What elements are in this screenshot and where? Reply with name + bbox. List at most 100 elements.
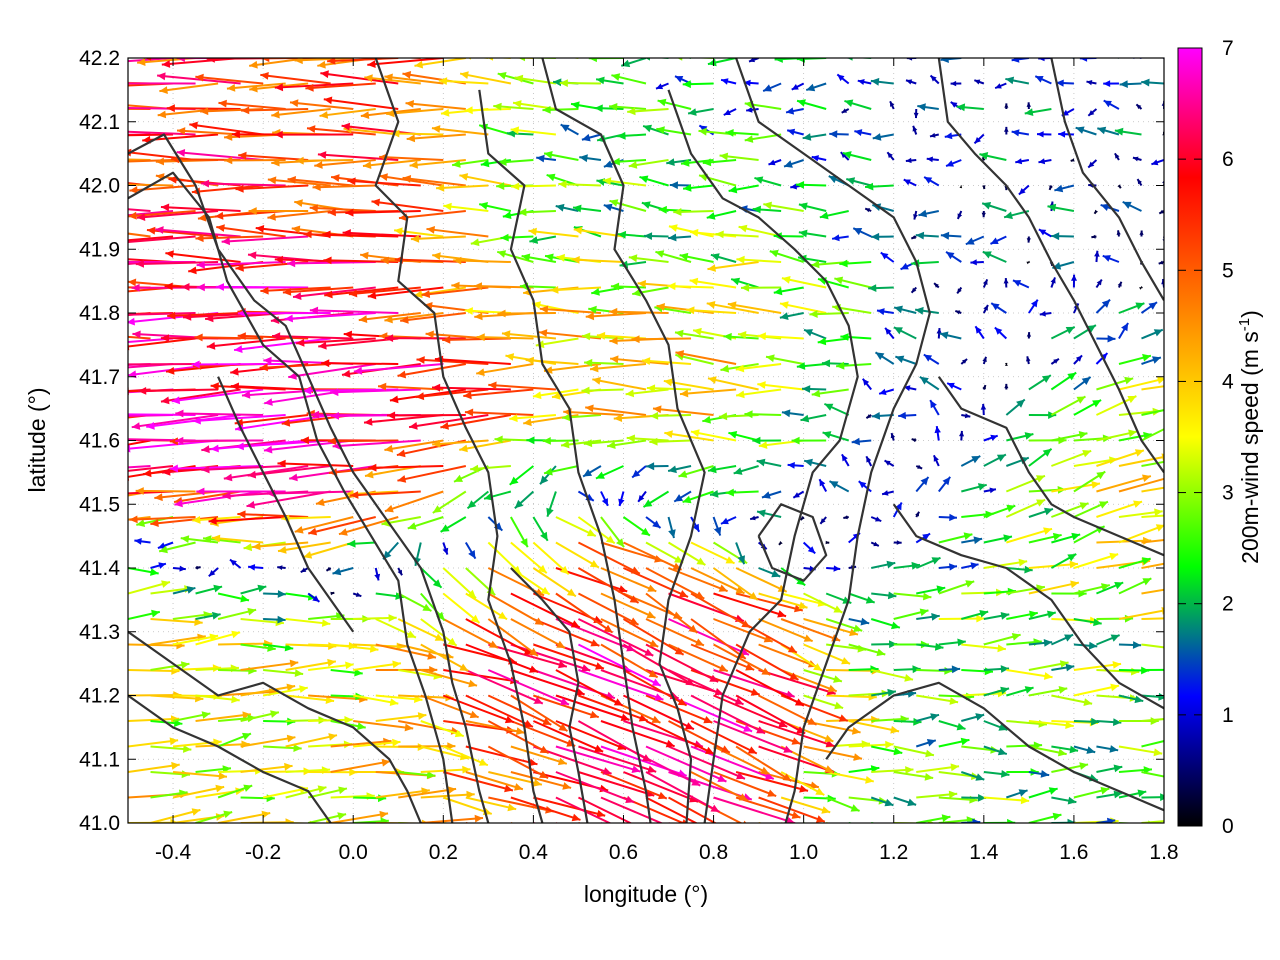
wind-vector	[375, 789, 430, 799]
wind-vector-head	[405, 100, 414, 108]
wind-vector-head	[1003, 50, 1008, 55]
wind-vector-head	[1107, 817, 1116, 823]
wind-vector-head	[591, 288, 600, 296]
wind-vector-head	[1161, 279, 1164, 285]
wind-vector	[713, 643, 771, 676]
wind-vector-head	[609, 336, 618, 345]
wind-vector-head	[679, 590, 688, 598]
wind-vector-head	[476, 368, 485, 377]
wind-vector-head	[45, 187, 53, 195]
wind-vector	[533, 618, 600, 647]
wind-vector	[176, 129, 241, 136]
wind-vector-head	[1161, 607, 1164, 615]
wind-vector-head	[930, 713, 939, 721]
wind-vector	[267, 210, 331, 219]
wind-vector-head	[651, 715, 661, 723]
y-tick-label: 41.7	[79, 366, 120, 389]
wind-vector-head	[196, 260, 205, 269]
wind-vector	[240, 736, 296, 748]
wind-vector-head	[432, 505, 442, 513]
wind-vector	[577, 592, 639, 626]
wind-vector	[303, 541, 354, 559]
wind-vector-head	[440, 108, 450, 117]
wind-vector	[1118, 477, 1164, 493]
wind-vector-head	[977, 794, 987, 802]
wind-vector-head	[959, 431, 965, 437]
wind-vector-head	[394, 227, 403, 236]
wind-vector-head	[595, 471, 605, 479]
wind-vector	[319, 108, 376, 117]
wind-vector-head	[243, 784, 253, 792]
wind-vector-head	[162, 468, 171, 476]
wind-vector	[442, 694, 515, 724]
wind-vector-head	[558, 723, 568, 732]
colorbar-tick-label: 4	[1222, 370, 1234, 393]
wind-vector-head	[168, 175, 177, 184]
wind-vector-head	[222, 491, 231, 500]
wind-vector-head	[610, 282, 620, 291]
wind-vector-head	[324, 290, 333, 299]
wind-vector-head	[838, 714, 848, 722]
wind-vector-head	[135, 487, 144, 495]
wind-vector-head	[668, 465, 677, 474]
wind-vector-head	[957, 288, 962, 294]
wind-vector-head	[675, 329, 684, 338]
wind-vector-head	[102, 289, 110, 297]
wind-vector-head	[849, 628, 858, 637]
wind-vector-head	[646, 462, 655, 471]
wind-vector-head	[990, 434, 998, 441]
wind-vector-head	[756, 458, 766, 467]
wind-vector	[758, 745, 835, 773]
wind-vector-head	[555, 203, 565, 212]
wind-vector	[668, 745, 746, 780]
wind-vector-head	[388, 614, 397, 622]
wind-vector-head	[1018, 789, 1028, 797]
wind-vector-head	[181, 283, 190, 291]
wind-vector-head	[171, 396, 181, 405]
wind-vector-head	[668, 823, 677, 830]
wind-vector-head	[972, 818, 981, 823]
wind-vector-head	[1036, 475, 1045, 483]
wind-vector-head	[385, 334, 394, 342]
wind-vector	[555, 745, 641, 773]
wind-vector	[465, 694, 534, 728]
wind-vector-head	[397, 370, 407, 379]
wind-vector-head	[851, 437, 860, 446]
wind-vector-head	[289, 473, 298, 482]
wind-vector-head	[1164, 666, 1172, 674]
wind-vector-head	[259, 363, 268, 372]
wind-vector-head	[865, 596, 875, 604]
wind-vector	[332, 439, 421, 448]
wind-vector-head	[128, 317, 135, 326]
wind-vector-head	[286, 734, 296, 743]
wind-vector	[431, 127, 489, 136]
wind-vector-head	[327, 58, 336, 65]
wind-vector-head	[1153, 748, 1163, 757]
wind-vector-head	[652, 520, 661, 528]
wind-vector	[128, 210, 196, 218]
wind-vector	[235, 439, 331, 448]
wind-vector-head	[949, 563, 957, 571]
wind-vector-head	[200, 179, 210, 188]
wind-vector	[453, 259, 511, 263]
wind-vector	[645, 796, 699, 823]
wind-vector-head	[815, 787, 825, 795]
wind-vector-head	[493, 522, 503, 531]
wind-vector-head	[966, 816, 975, 823]
wind-vector-head	[432, 440, 441, 448]
wind-vector-head	[441, 50, 450, 58]
wind-vector-head	[131, 283, 140, 292]
wind-vector	[128, 337, 196, 348]
wind-vector	[391, 132, 444, 136]
wind-vector-head	[955, 310, 961, 315]
wind-vector-head	[476, 333, 485, 342]
wind-vector-head	[1038, 229, 1047, 236]
y-tick-label: 42.0	[79, 175, 120, 198]
wind-vector-head	[347, 539, 356, 548]
wind-vector	[563, 410, 624, 416]
wind-vector	[465, 618, 534, 656]
wind-vector-head	[877, 308, 885, 316]
wind-vector	[223, 465, 309, 480]
wind-vector-head	[284, 314, 293, 323]
wind-vector-head	[293, 744, 302, 752]
